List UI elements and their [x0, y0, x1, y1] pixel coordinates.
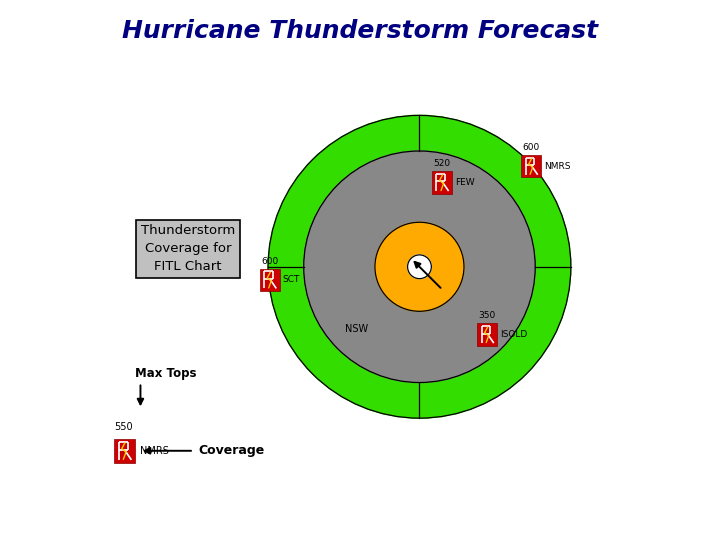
Text: 550: 550 [114, 422, 132, 432]
Circle shape [268, 116, 571, 418]
Text: NMRS: NMRS [544, 161, 571, 171]
Text: Hurricane Thunderstorm Forecast: Hurricane Thunderstorm Forecast [122, 19, 598, 43]
Bar [432, 171, 452, 193]
Text: 350: 350 [479, 312, 496, 320]
Text: SCT: SCT [283, 275, 300, 285]
Text: 600: 600 [523, 143, 540, 152]
Circle shape [408, 255, 431, 279]
Text: 520: 520 [433, 159, 451, 168]
Text: FEW: FEW [455, 178, 474, 187]
Bar [260, 269, 280, 291]
Bar [477, 323, 498, 346]
Text: NSW: NSW [345, 325, 369, 334]
Text: Thunderstorm
Coverage for
FITL Chart: Thunderstorm Coverage for FITL Chart [141, 225, 235, 273]
Circle shape [375, 222, 464, 311]
Text: NMRS: NMRS [140, 446, 169, 456]
Circle shape [304, 151, 535, 382]
Bar [521, 155, 541, 177]
Text: Coverage: Coverage [198, 444, 264, 457]
Text: 600: 600 [261, 256, 279, 266]
Text: Max Tops: Max Tops [135, 367, 196, 380]
Bar [114, 439, 135, 463]
Text: ISOLD: ISOLD [500, 330, 528, 339]
